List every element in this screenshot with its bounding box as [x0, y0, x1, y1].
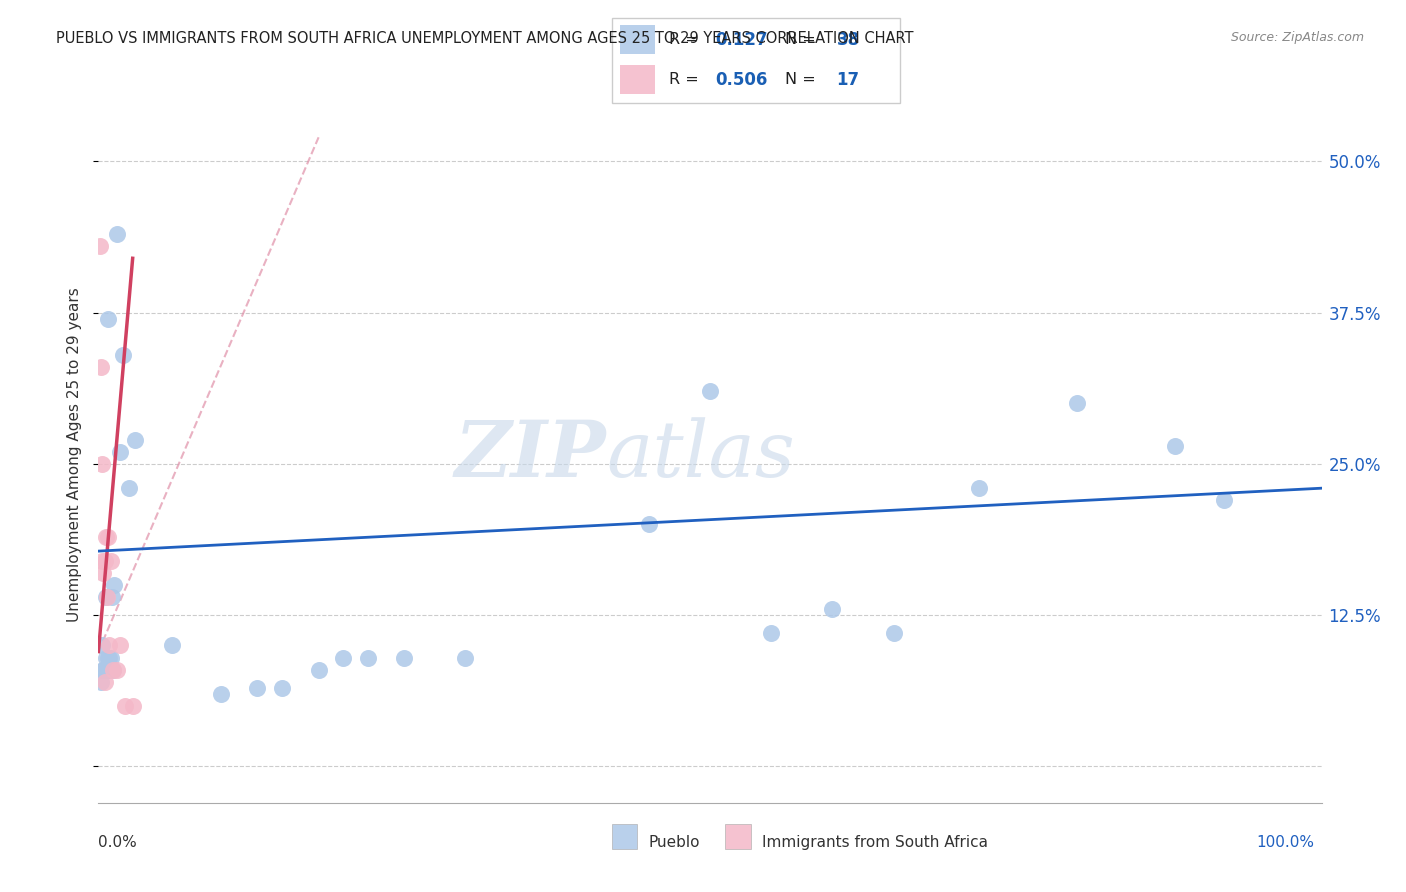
Point — [118, 481, 141, 495]
Point — [91, 663, 114, 677]
Text: 17: 17 — [837, 70, 859, 88]
Point — [93, 674, 115, 689]
Point — [91, 639, 114, 653]
Text: R =: R = — [669, 72, 699, 87]
Point — [97, 311, 120, 326]
Point — [101, 590, 124, 604]
Point — [209, 687, 232, 701]
Bar — [620, 26, 655, 54]
Point — [1212, 493, 1234, 508]
Point — [124, 433, 146, 447]
Point — [114, 698, 136, 713]
Point — [90, 360, 112, 375]
Point — [761, 626, 783, 640]
Text: N =: N = — [785, 32, 815, 47]
Text: Immigrants from South Africa: Immigrants from South Africa — [762, 836, 988, 850]
Text: N =: N = — [785, 72, 815, 87]
Text: R =: R = — [669, 32, 699, 47]
Text: 0.506: 0.506 — [716, 70, 768, 88]
FancyBboxPatch shape — [612, 18, 900, 103]
Text: ZIP: ZIP — [454, 417, 606, 493]
Text: 0.0%: 0.0% — [98, 836, 138, 850]
Point — [1164, 439, 1187, 453]
Point — [1066, 396, 1088, 410]
Point — [110, 445, 132, 459]
Bar — [620, 65, 655, 95]
Text: atlas: atlas — [606, 417, 794, 493]
Point — [454, 650, 477, 665]
Point — [91, 457, 114, 471]
Point — [98, 650, 121, 665]
Point — [110, 639, 132, 653]
Point — [111, 348, 134, 362]
Point — [96, 663, 118, 677]
Point — [98, 639, 121, 653]
Y-axis label: Unemployment Among Ages 25 to 29 years: Unemployment Among Ages 25 to 29 years — [67, 287, 83, 623]
Text: 100.0%: 100.0% — [1257, 836, 1315, 850]
Point — [967, 481, 990, 495]
Point — [121, 698, 143, 713]
Point — [94, 530, 117, 544]
Point — [160, 639, 183, 653]
Point — [100, 650, 122, 665]
Point — [91, 554, 114, 568]
Point — [392, 650, 416, 665]
Point — [103, 578, 125, 592]
Point — [105, 227, 128, 241]
Point — [699, 384, 721, 399]
Point — [97, 650, 120, 665]
Point — [332, 650, 354, 665]
Text: Pueblo: Pueblo — [648, 836, 700, 850]
Point — [91, 566, 114, 580]
Point — [94, 590, 117, 604]
Point — [883, 626, 905, 640]
Text: PUEBLO VS IMMIGRANTS FROM SOUTH AFRICA UNEMPLOYMENT AMONG AGES 25 TO 29 YEARS CO: PUEBLO VS IMMIGRANTS FROM SOUTH AFRICA U… — [56, 31, 914, 46]
Point — [91, 663, 114, 677]
Point — [101, 663, 124, 677]
Text: 0.127: 0.127 — [716, 31, 768, 49]
Point — [356, 650, 378, 665]
Point — [100, 554, 122, 568]
Text: 38: 38 — [837, 31, 859, 49]
Point — [270, 681, 294, 695]
Point — [638, 517, 661, 532]
Point — [308, 663, 330, 677]
Point — [94, 650, 117, 665]
Point — [101, 663, 124, 677]
Point — [97, 530, 120, 544]
Point — [89, 239, 111, 253]
Point — [96, 590, 118, 604]
Text: Source: ZipAtlas.com: Source: ZipAtlas.com — [1230, 31, 1364, 45]
Point — [105, 663, 128, 677]
Point — [821, 602, 844, 616]
Point — [97, 663, 120, 677]
Point — [93, 554, 115, 568]
Point — [246, 681, 269, 695]
Point — [90, 674, 112, 689]
